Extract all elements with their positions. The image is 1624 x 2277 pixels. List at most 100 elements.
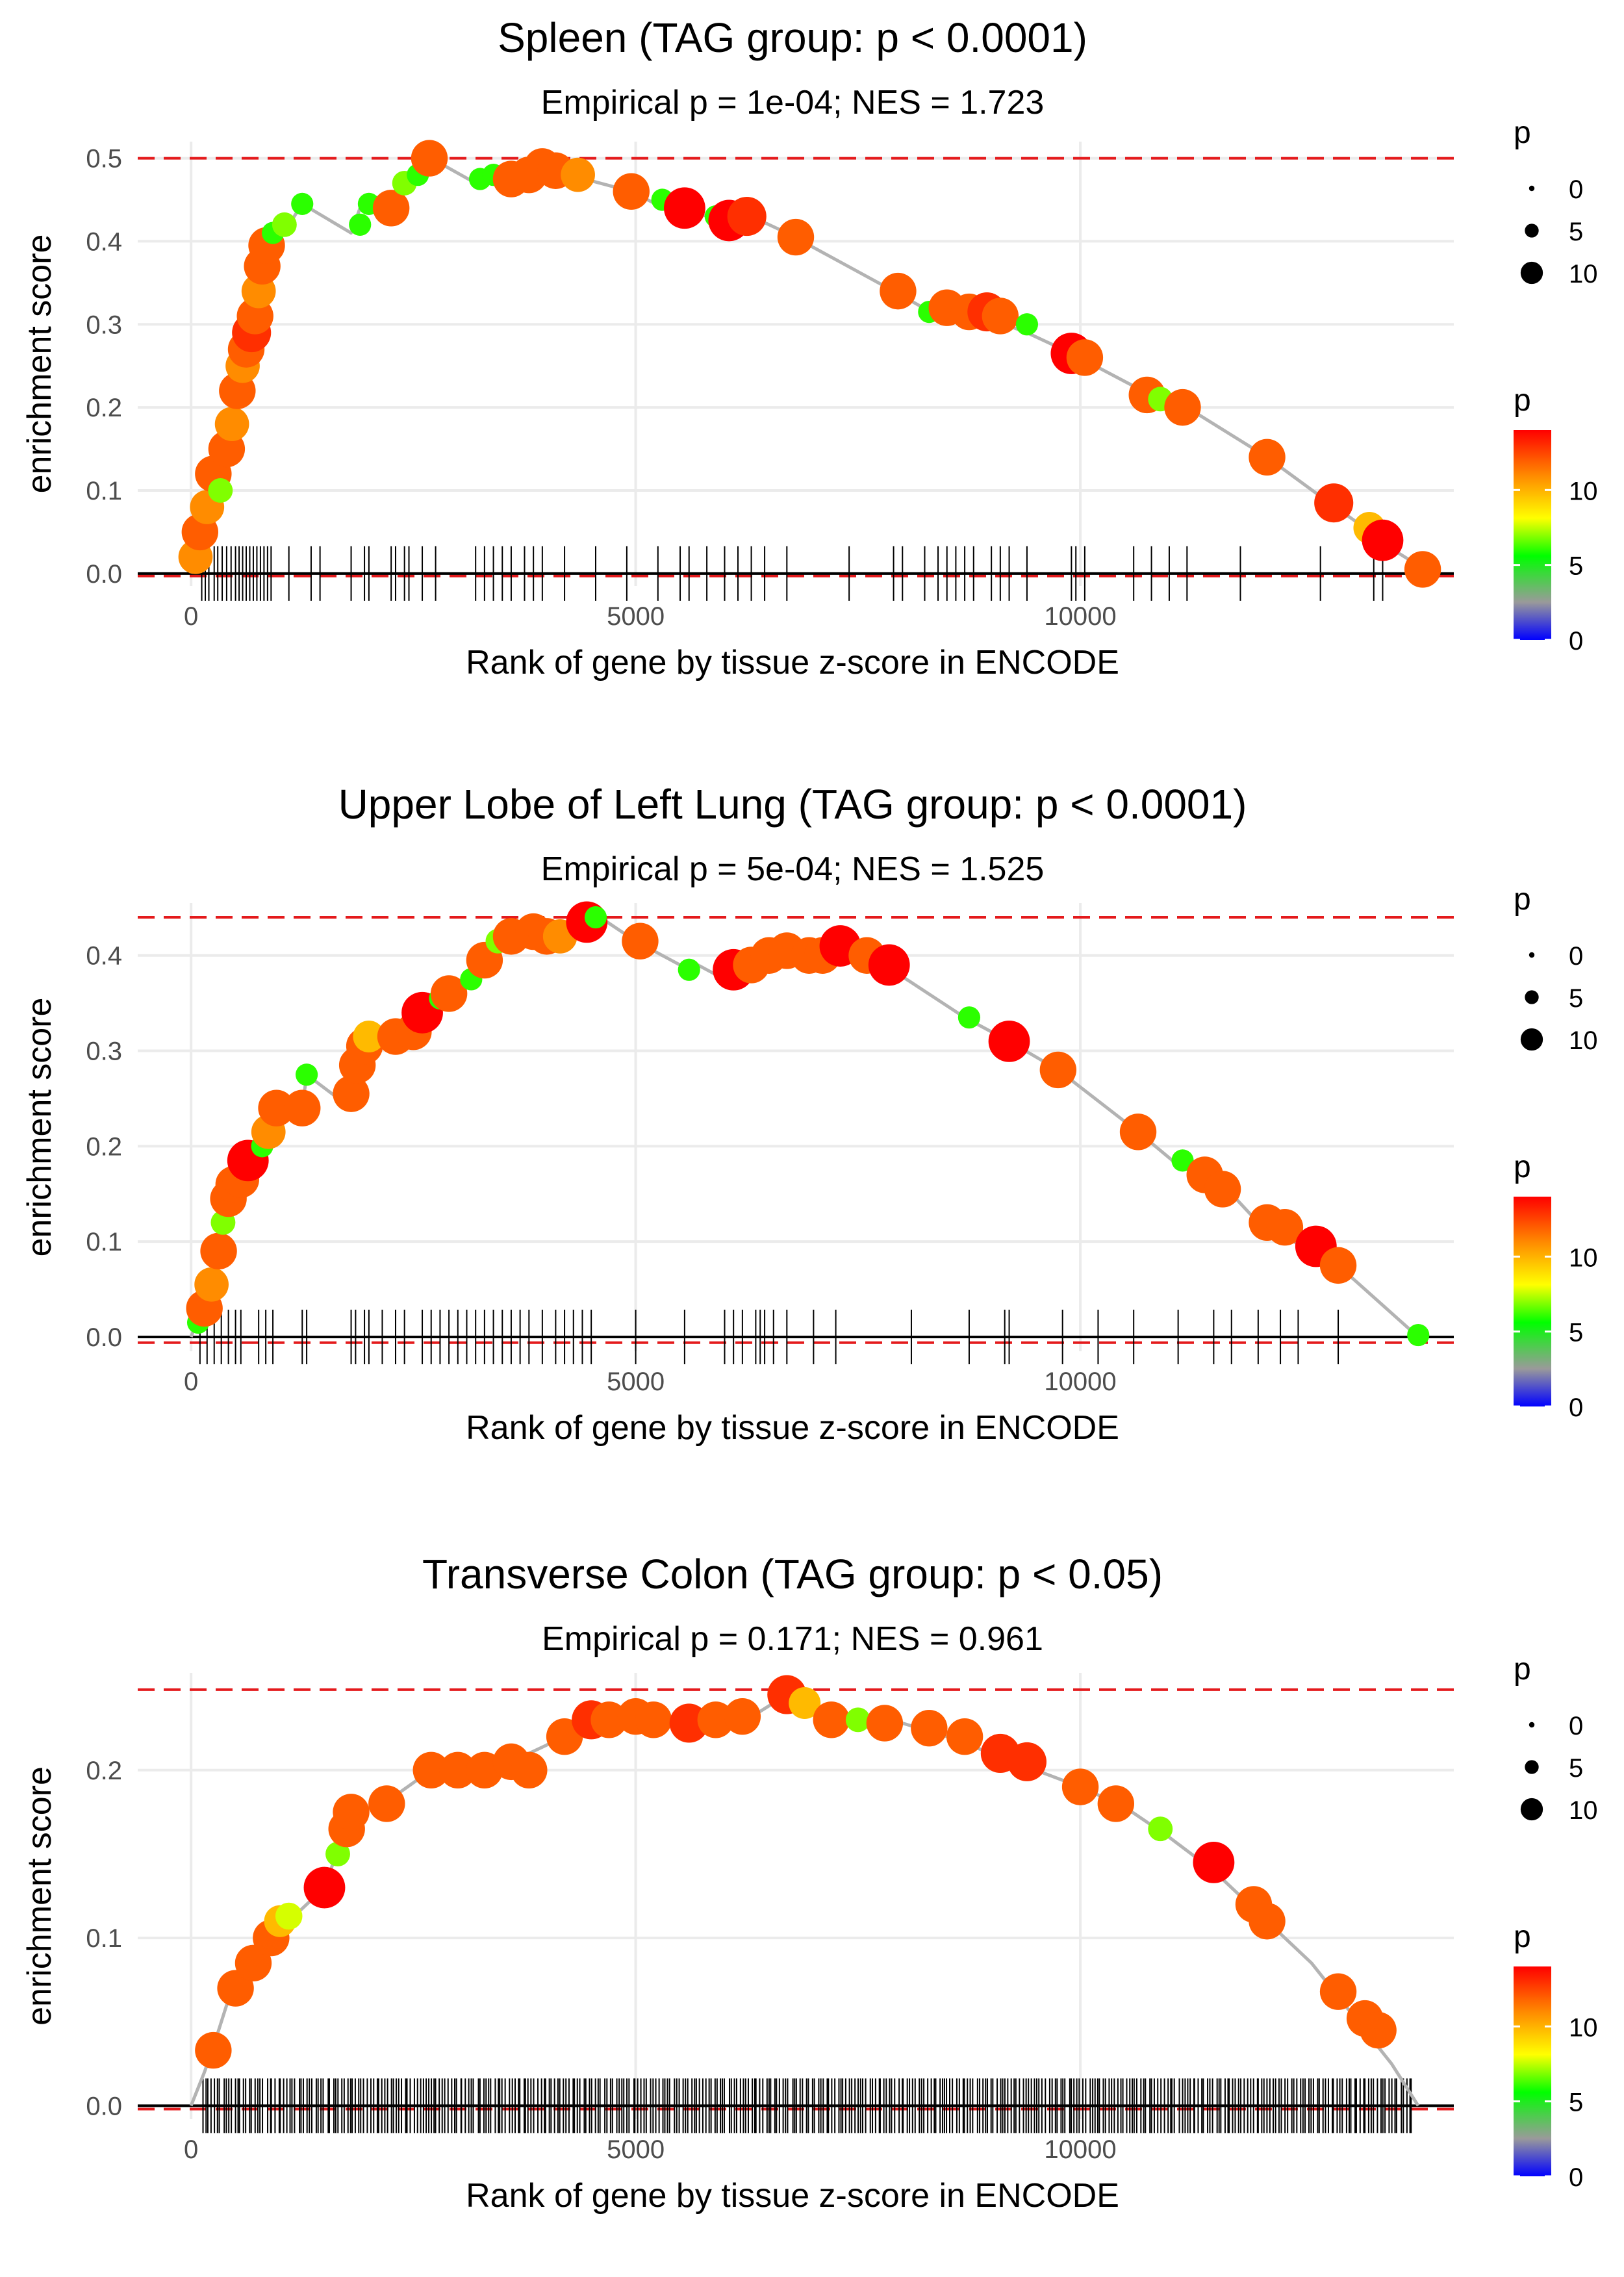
data-point bbox=[272, 212, 297, 237]
size-legend-title: p bbox=[1514, 116, 1531, 150]
legend: p 0 5 10 p 10 5 0 bbox=[1514, 882, 1598, 1422]
x-tick-label: 0 bbox=[184, 602, 198, 631]
x-tick-label: 10000 bbox=[1044, 2135, 1116, 2164]
x-tick-label: 0 bbox=[184, 1367, 198, 1396]
chart-panel-2: Upper Lobe of Left Lung (TAG group: p < … bbox=[21, 781, 1598, 1447]
y-tick-label: 0.2 bbox=[86, 1757, 122, 1785]
size-legend-label: 5 bbox=[1569, 1754, 1583, 1783]
data-point bbox=[258, 1089, 295, 1126]
data-point bbox=[635, 1701, 672, 1738]
size-legend-label: 5 bbox=[1569, 984, 1583, 1013]
y-tick-label: 0.2 bbox=[86, 394, 122, 422]
data-point bbox=[1119, 1113, 1157, 1151]
size-legend-key bbox=[1520, 1028, 1543, 1051]
y-tick-label: 0.1 bbox=[86, 1924, 122, 1953]
data-point bbox=[291, 192, 314, 215]
enrichment-curve bbox=[189, 157, 1428, 574]
data-point bbox=[353, 1021, 385, 1053]
data-point bbox=[430, 975, 468, 1012]
data-point bbox=[1193, 1841, 1235, 1883]
size-legend-label: 10 bbox=[1569, 260, 1598, 288]
data-point bbox=[1362, 519, 1404, 561]
data-point bbox=[1039, 1051, 1077, 1089]
data-point bbox=[295, 1063, 318, 1086]
data-point bbox=[697, 1701, 734, 1738]
y-tick-label: 0.0 bbox=[86, 560, 122, 589]
data-point bbox=[1061, 1768, 1099, 1805]
data-point bbox=[982, 298, 1019, 335]
x-tick-label: 0 bbox=[184, 2135, 198, 2164]
color-legend-label: 5 bbox=[1569, 1319, 1583, 1347]
size-legend-label: 10 bbox=[1569, 1796, 1598, 1825]
color-bar bbox=[1514, 1197, 1551, 1406]
data-point bbox=[1404, 551, 1441, 588]
data-point bbox=[372, 190, 410, 227]
size-legend-key bbox=[1525, 223, 1539, 238]
y-tick-label: 0.4 bbox=[86, 942, 122, 971]
data-point bbox=[200, 1232, 237, 1270]
x-tick-label: 5000 bbox=[607, 602, 665, 631]
y-axis-label: enrichment score bbox=[21, 998, 58, 1257]
y-tick-label: 0.4 bbox=[86, 227, 122, 256]
data-point bbox=[1097, 1785, 1135, 1822]
chart-subtitle: Empirical p = 1e-04; NES = 1.723 bbox=[541, 84, 1045, 121]
data-point bbox=[868, 944, 910, 986]
y-tick-label: 0.1 bbox=[86, 477, 122, 505]
data-point bbox=[845, 1707, 870, 1733]
size-legend-label: 0 bbox=[1569, 942, 1583, 971]
data-point bbox=[284, 1089, 321, 1126]
data-point bbox=[622, 922, 659, 960]
y-tick-label: 0.3 bbox=[86, 1037, 122, 1066]
data-point bbox=[789, 1686, 821, 1719]
data-point bbox=[561, 157, 595, 192]
color-legend-label: 0 bbox=[1569, 2163, 1583, 2192]
color-legend-label: 10 bbox=[1569, 477, 1598, 505]
data-point bbox=[1319, 1247, 1357, 1284]
chart-panel-1: Spleen (TAG group: p < 0.0001) Empirical … bbox=[21, 14, 1598, 681]
enrichment-curve bbox=[189, 1693, 1420, 2107]
size-legend-label: 10 bbox=[1569, 1026, 1598, 1055]
y-tick-label: 0.5 bbox=[86, 145, 122, 173]
size-legend-key bbox=[1525, 990, 1539, 1004]
data-point bbox=[412, 1751, 450, 1788]
data-point bbox=[208, 478, 233, 503]
color-legend-title: p bbox=[1514, 383, 1531, 418]
color-legend-label: 0 bbox=[1569, 627, 1583, 655]
data-point bbox=[1319, 1973, 1357, 2010]
data-point bbox=[958, 1006, 981, 1029]
data-point bbox=[988, 1020, 1030, 1062]
data-point bbox=[1015, 313, 1039, 336]
chart-panel-3: Transverse Colon (TAG group: p < 0.05) Em… bbox=[21, 1551, 1598, 2215]
chart-subtitle: Empirical p = 5e-04; NES = 1.525 bbox=[541, 850, 1045, 888]
data-point bbox=[214, 407, 249, 442]
data-point bbox=[1314, 483, 1354, 523]
data-point bbox=[880, 272, 917, 310]
data-point bbox=[439, 1751, 477, 1788]
size-legend-label: 0 bbox=[1569, 175, 1583, 204]
color-legend-label: 0 bbox=[1569, 1393, 1583, 1422]
y-axis-label: enrichment score bbox=[21, 235, 58, 494]
x-axis-label: Rank of gene by tissue z-score in ENCODE bbox=[466, 2177, 1119, 2215]
size-legend-label: 5 bbox=[1569, 218, 1583, 246]
x-tick-label: 10000 bbox=[1044, 1367, 1116, 1396]
data-point bbox=[333, 1075, 370, 1112]
y-axis-label: enrichment score bbox=[21, 1766, 58, 2026]
data-point bbox=[1007, 1742, 1047, 1781]
data-point bbox=[946, 1718, 983, 1755]
legend: p 0 5 10 p 10 5 0 bbox=[1514, 116, 1598, 655]
data-point bbox=[1249, 439, 1286, 476]
color-legend-title: p bbox=[1514, 1920, 1531, 1954]
size-legend-key bbox=[1520, 261, 1543, 285]
color-legend-label: 5 bbox=[1569, 552, 1583, 581]
color-bar bbox=[1514, 1966, 1551, 2176]
enrichment-curve bbox=[189, 915, 1419, 1338]
chart-title: Upper Lobe of Left Lung (TAG group: p < … bbox=[338, 781, 1247, 828]
data-point bbox=[194, 1267, 229, 1302]
data-point bbox=[613, 173, 650, 210]
y-tick-label: 0.3 bbox=[86, 311, 122, 339]
data-point bbox=[727, 197, 767, 236]
data-point bbox=[333, 1794, 370, 1831]
legend: p 0 5 10 p 10 5 0 bbox=[1514, 1652, 1598, 2192]
y-tick-label: 0.2 bbox=[86, 1132, 122, 1161]
